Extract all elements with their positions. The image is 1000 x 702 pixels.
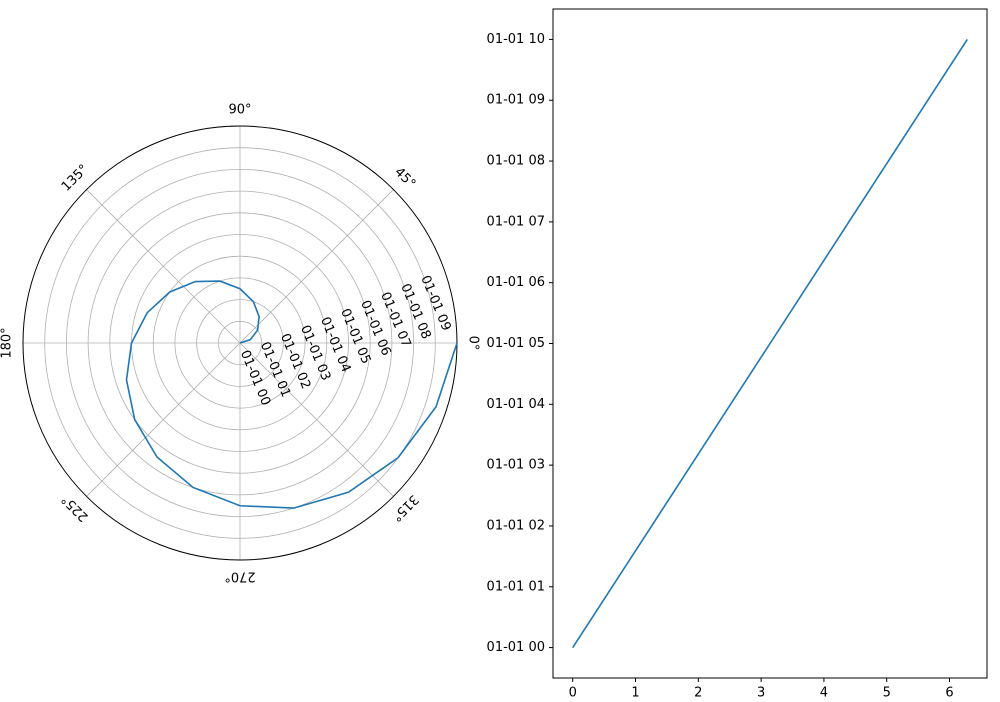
- y-tick-label: 01-01 05: [487, 336, 545, 351]
- y-tick-label: 01-01 02: [487, 518, 545, 533]
- x-tick-label: 4: [820, 686, 828, 701]
- x-tick-label: 5: [883, 686, 891, 701]
- angular-tick-label: 90°: [228, 103, 251, 118]
- x-tick-label: 6: [945, 686, 953, 701]
- spiral-line: [125, 280, 458, 509]
- line: [572, 38, 968, 649]
- y-tick-label: 01-01 03: [487, 458, 545, 473]
- x-tick-label: 2: [694, 686, 702, 701]
- x-tick-label: 1: [631, 686, 639, 701]
- angular-tick-label: 270°: [224, 569, 255, 584]
- y-tick-label: 01-01 10: [487, 32, 545, 47]
- y-tick-label: 01-01 07: [487, 214, 545, 229]
- y-tick-label: 01-01 09: [487, 93, 545, 108]
- angular-tick-label: 45°: [391, 165, 418, 192]
- x-tick-label: 3: [757, 686, 765, 701]
- y-tick-label: 01-01 01: [487, 579, 545, 594]
- y-tick-label: 01-01 00: [487, 640, 545, 655]
- angular-tick-label: 0°: [466, 336, 481, 351]
- angular-grid: [239, 189, 394, 344]
- angular-tick-label: 180°: [0, 327, 15, 358]
- angular-grid: [86, 342, 241, 497]
- angular-grid: [86, 189, 241, 344]
- x-tick-label: 0: [569, 686, 577, 701]
- y-tick-label: 01-01 04: [487, 397, 545, 412]
- y-tick-label: 01-01 06: [487, 275, 545, 290]
- angular-grid: [239, 342, 394, 497]
- y-tick-label: 01-01 08: [487, 154, 545, 169]
